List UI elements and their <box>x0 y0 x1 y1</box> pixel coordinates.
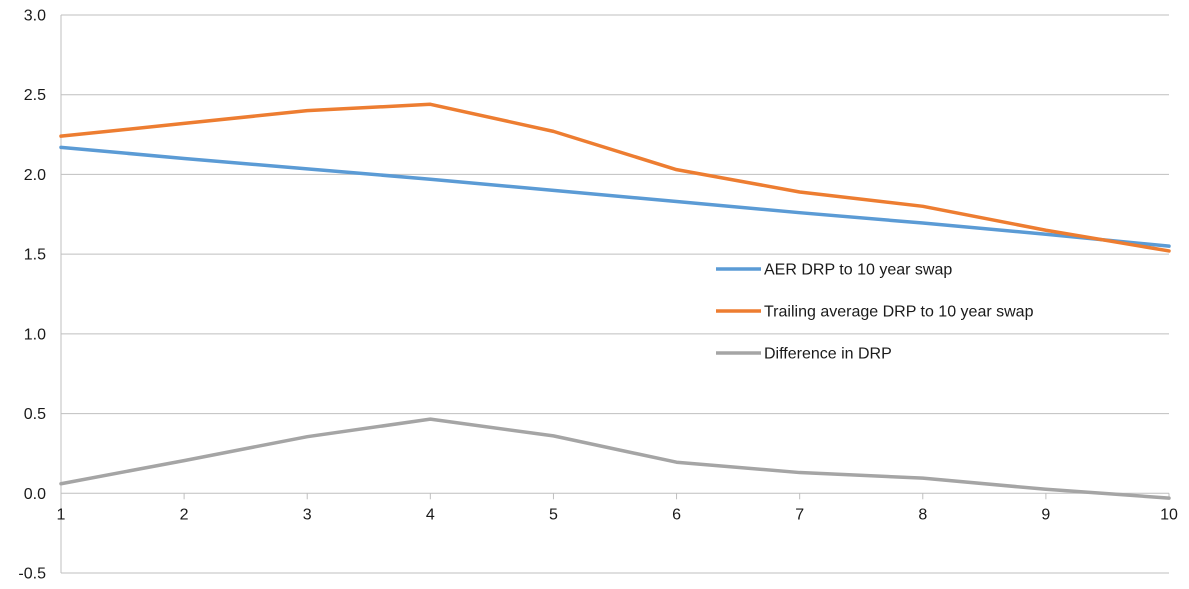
x-tick-label: 5 <box>549 506 558 523</box>
legend-label: Trailing average DRP to 10 year swap <box>764 304 1034 321</box>
series-line-1 <box>61 147 1169 246</box>
legend-label: Difference in DRP <box>764 346 892 363</box>
legend-label: AER DRP to 10 year swap <box>764 262 952 279</box>
x-tick-label: 1 <box>57 506 66 523</box>
series-lines <box>61 104 1169 498</box>
y-tick-label: 3.0 <box>24 8 46 25</box>
x-tick-label: 2 <box>180 506 189 523</box>
x-tick-label: 9 <box>1041 506 1050 523</box>
x-tick-label: 10 <box>1160 506 1178 523</box>
y-tick-label: 2.5 <box>24 87 46 104</box>
x-tick-label: 6 <box>672 506 681 523</box>
y-tick-label: 0.0 <box>24 486 46 503</box>
y-tick-label: -0.5 <box>18 566 46 583</box>
y-tick-label: 0.5 <box>24 406 46 423</box>
series-line-3 <box>61 419 1169 498</box>
y-tick-label: 2.0 <box>24 167 46 184</box>
gridlines <box>61 15 1169 573</box>
x-tick-label: 7 <box>795 506 804 523</box>
legend: AER DRP to 10 year swap Trailing average … <box>716 262 1034 363</box>
y-tick-label: 1.5 <box>24 247 46 264</box>
x-tick-label: 4 <box>426 506 435 523</box>
x-tick-label: 3 <box>303 506 312 523</box>
y-tick-label: 1.0 <box>24 326 46 343</box>
x-tick-label: 8 <box>918 506 927 523</box>
axes: -0.5 0.0 0.5 1.0 1.5 2.0 2.5 3.0 1 2 3 4 5 6 7 8 9 10 <box>18 8 1178 583</box>
